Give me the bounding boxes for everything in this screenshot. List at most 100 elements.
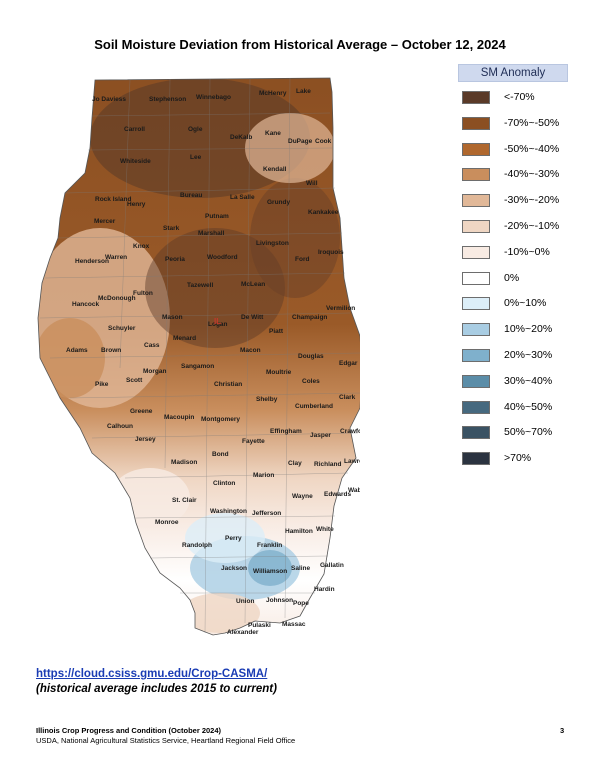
legend-label: <-70% [504,91,535,103]
county-label: Adams [66,347,88,354]
county-label: McDonough [98,295,136,302]
page-number: 3 [560,726,565,735]
county-label: Kane [265,130,281,137]
county-label: Coles [302,378,320,385]
legend-label: -50%~-40% [504,142,560,155]
county-label: Livingston [256,240,289,247]
county-label: Crawford [340,428,360,435]
state-label: IL [214,317,221,326]
county-label: Ford [295,256,309,263]
county-label: DuPage [288,138,313,145]
county-label: DeKalb [230,134,252,141]
county-label: Hamilton [285,528,313,535]
county-label: Rock Island [95,196,132,203]
county-label: Mason [162,314,183,321]
county-label: Madison [171,459,197,466]
county-label: Wayne [292,493,313,500]
county-label: Edwards [324,491,351,498]
county-label: Randolph [182,542,212,549]
legend-label: -20%~-10% [504,220,560,232]
soil-moisture-map: Jo Daviess Stephenson Winnebago McHenry Lake… [37,77,360,636]
county-label: Massac [282,621,306,628]
page-title: Soil Moisture Deviation from Historical … [94,37,506,52]
county-label: Jersey [135,436,156,443]
county-label: Perry [225,535,242,542]
county-label: La Salle [230,194,255,201]
county-label: Macoupin [164,414,194,421]
county-label: Champaign [292,314,327,321]
county-labels: Jo Daviess Stephenson Winnebago McHenry Lake… [66,88,360,636]
county-label: Macon [240,347,261,354]
county-label: White [316,526,334,533]
casma-link[interactable]: https://cloud.csiss.gmu.edu/Crop-CASMA/ [36,668,268,680]
county-label: Iroquois [318,249,344,256]
county-label: Pulaski [248,622,271,629]
county-label: Lee [190,154,202,161]
anomaly-surface [38,78,360,635]
county-label: Putnam [205,213,229,220]
legend-label: -10%~0% [504,245,550,258]
legend-swatch [462,297,490,311]
county-label: Cumberland [295,403,333,410]
county-label: Kendall [263,166,287,173]
county-label: Fayette [242,438,265,445]
county-label: Pike [95,381,109,388]
legend-label: >70% [504,452,532,465]
footer-agency: USDA, National Agricultural Statistics S… [36,736,296,745]
county-label: Shelby [256,396,278,403]
legend-swatch [462,194,490,208]
legend-swatch [462,245,490,259]
county-label: Monroe [155,519,179,526]
county-label: Warren [105,254,127,261]
county-label: Williamson [253,568,287,575]
county-lines [39,77,360,634]
county-label: Cass [144,342,160,349]
legend-label: 0% [504,271,520,284]
county-label: Johnson [266,597,293,604]
county-label: Alexander [227,629,259,636]
legend-swatch [462,168,490,182]
legend-label: -40%~-30% [504,168,560,181]
county-label: Logan [208,321,228,328]
legend-label: 0%~10% [504,297,547,310]
county-label: Menard [173,335,196,342]
county-label: Effingham [270,428,302,435]
legend-label: -30%~-20% [504,194,560,207]
county-label: Montgomery [201,416,240,423]
county-label: Richland [314,461,341,468]
legend-label: -70%~-50% [504,116,560,129]
county-label: McHenry [259,90,287,97]
county-label: Henry [127,201,146,208]
county-label: Clay [288,460,302,467]
county-label: Will [306,180,318,187]
county-label: Piatt [269,328,284,335]
county-label: Jasper [310,432,331,439]
county-label: Stark [163,225,180,232]
county-label: Marion [253,472,274,479]
county-label: Calhoun [107,423,133,430]
county-label: Union [236,598,254,605]
county-label: Jo Daviess [92,96,126,103]
legend: SM Anomaly <-70% -70%~-50% -50%~-40% -40%~-… [458,64,568,466]
historical-average-note: (historical average includes 2015 to cur… [36,683,277,695]
county-label: Bureau [180,192,202,199]
county-label: Jefferson [252,510,281,517]
county-label: Pope [293,600,309,607]
legend-label: 50%~70% [504,426,553,439]
county-label: Saline [291,565,311,572]
county-label: Schuyler [108,325,136,332]
county-label: Jackson [221,565,247,572]
county-label: De Witt [241,314,264,321]
county-label: Bond [212,451,229,458]
county-label: Marshall [198,230,225,237]
county-label: Ogle [188,126,203,133]
county-label: Vermilion [326,305,355,312]
county-label: Lake [296,88,311,95]
county-label: Christian [214,381,242,388]
county-label: Hancock [72,301,99,308]
county-label: Knox [133,243,150,250]
legend-swatch [462,400,490,414]
county-label: Edgar [339,360,358,367]
legend-label: 20%~30% [504,349,553,361]
county-label: Henderson [75,258,109,265]
